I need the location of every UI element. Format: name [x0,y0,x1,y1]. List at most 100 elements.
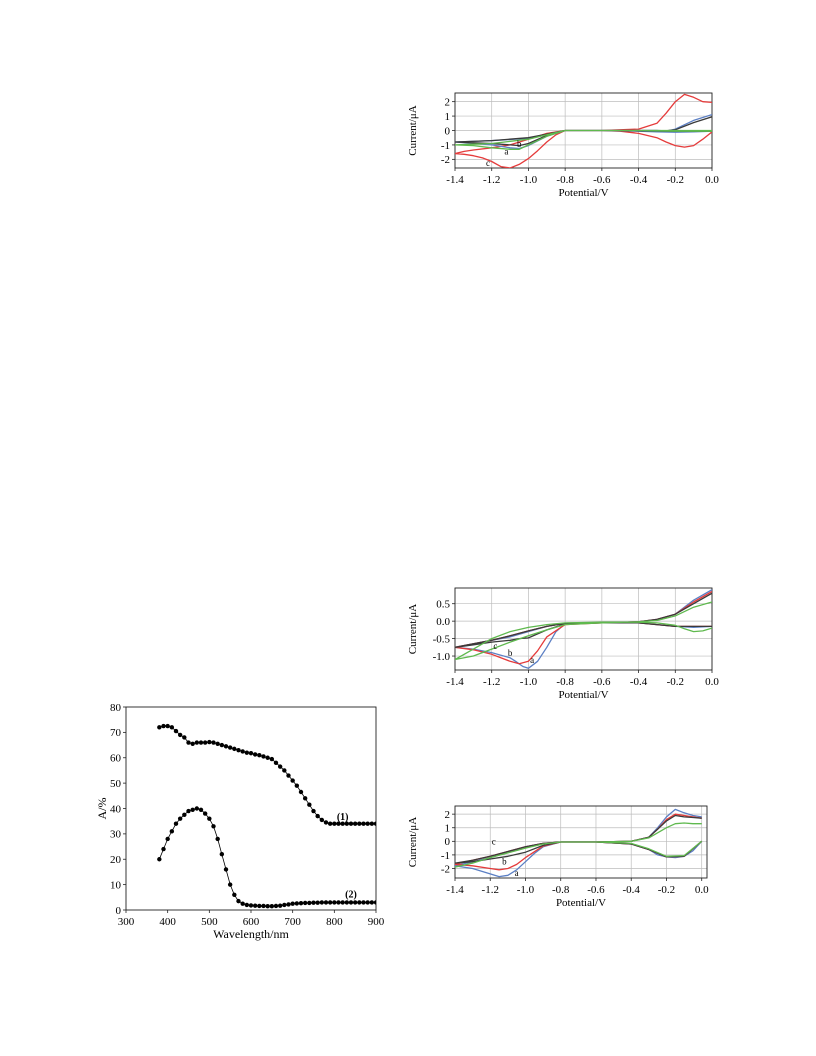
data-point [373,900,376,905]
data-point [290,901,295,906]
data-point [165,723,170,729]
y-tick-label: 20 [110,854,122,866]
data-point [282,768,287,773]
y-tick-label: 2 [445,97,451,109]
x-tick-label: 600 [243,916,260,928]
data-point [215,741,220,746]
data-point [373,821,376,826]
data-point [223,744,229,749]
x-tick-label: 900 [368,916,385,928]
data-point [344,821,350,826]
data-point [294,783,300,788]
cv-chart-top: -1.4 -1.2 -1.0 -0.8 -0.6 -0.4 -0.2 0.0 -2 -1 0 1 2 Po… [407,92,719,199]
data-point [207,739,212,745]
curve-label: b [502,856,507,866]
data-point [286,773,291,778]
data-point [169,829,175,834]
curve-label: a [515,868,519,878]
y-tick-label: -1 [441,850,450,862]
data-point [169,725,175,730]
data-point [340,821,345,826]
data-point [357,900,362,905]
curve-label: a [504,146,508,156]
plot-frame [454,587,713,671]
data-point [315,813,320,819]
data-point [361,821,366,826]
data-point [302,796,308,801]
x-tick-label: 0.0 [705,676,719,688]
data-point [236,747,241,753]
data-point [190,741,195,746]
data-point [190,807,195,812]
data-point [269,756,275,762]
data-point [327,821,333,826]
curve-label: (2) [345,889,357,900]
series-line-d [455,601,712,661]
y-tick-label: 1 [445,111,451,123]
data-point [323,820,329,825]
x-tick-label: -0.2 [667,676,684,688]
x-tick-label: -1.2 [483,174,500,186]
data-point [227,745,233,750]
x-axis-label: Potential/V [556,897,606,909]
data-point [198,740,204,745]
curve-label: c [492,837,496,847]
data-point [294,901,300,906]
data-point [307,900,312,906]
x-tick-label: -0.6 [593,174,611,186]
data-point [240,749,245,754]
data-point [332,821,337,826]
x-tick-label: -0.2 [658,884,675,896]
x-tick-label: -1.4 [446,174,464,186]
y-tick-label: 1 [445,823,451,835]
data-point [248,750,254,756]
x-axis-label: Wavelength/nm [213,927,289,941]
data-point [207,816,212,821]
curve-label: (1) [337,812,349,823]
data-point [311,808,316,814]
curve-label: c [486,158,490,168]
curve-label: c [493,641,497,651]
y-tick-label: -1 [441,140,450,152]
data-point [311,900,316,905]
x-tick-label: 0.0 [695,884,709,896]
data-point [344,900,350,905]
curve-label: a [530,655,534,665]
data-point [365,821,370,826]
cv-chart-bottom: -1.4 -1.2 -1.0 -0.8 -0.6 -0.4 -0.2 0.0 -2-1 01 2 Po… [407,805,709,909]
y-axis-label: A/% [95,798,109,820]
data-point [227,882,233,887]
data-point [273,903,279,909]
y-axis-label: Current/μA [407,105,419,156]
data-point [223,867,229,872]
y-tick-label: 2 [445,809,451,821]
data-point [319,900,325,905]
data-point [232,746,237,752]
data-point [194,740,200,745]
data-point [319,817,325,823]
x-tick-label: 700 [284,916,301,928]
series-group [455,93,712,168]
y-tick-label: 40 [110,803,122,815]
x-axis-label: Potential/V [558,187,608,199]
y-tick-label: 60 [110,753,122,765]
data-point [336,821,341,826]
x-tick-label: -1.2 [482,884,499,896]
data-point [323,900,329,905]
data-point [282,902,287,908]
data-point [332,900,337,905]
data-point [198,807,204,812]
data-point [211,824,216,829]
x-axis-label: Potential/V [558,689,608,701]
y-tick-label: 0 [445,125,451,137]
data-point [252,752,258,757]
x-tick-label: -1.4 [446,676,464,688]
data-point [361,900,366,905]
data-point [315,900,320,905]
data-point [248,903,254,908]
data-point [173,821,179,826]
series-group [157,723,376,909]
series-line-d [455,129,712,150]
data-point [265,755,270,760]
x-tick-label: -1.2 [483,676,500,688]
